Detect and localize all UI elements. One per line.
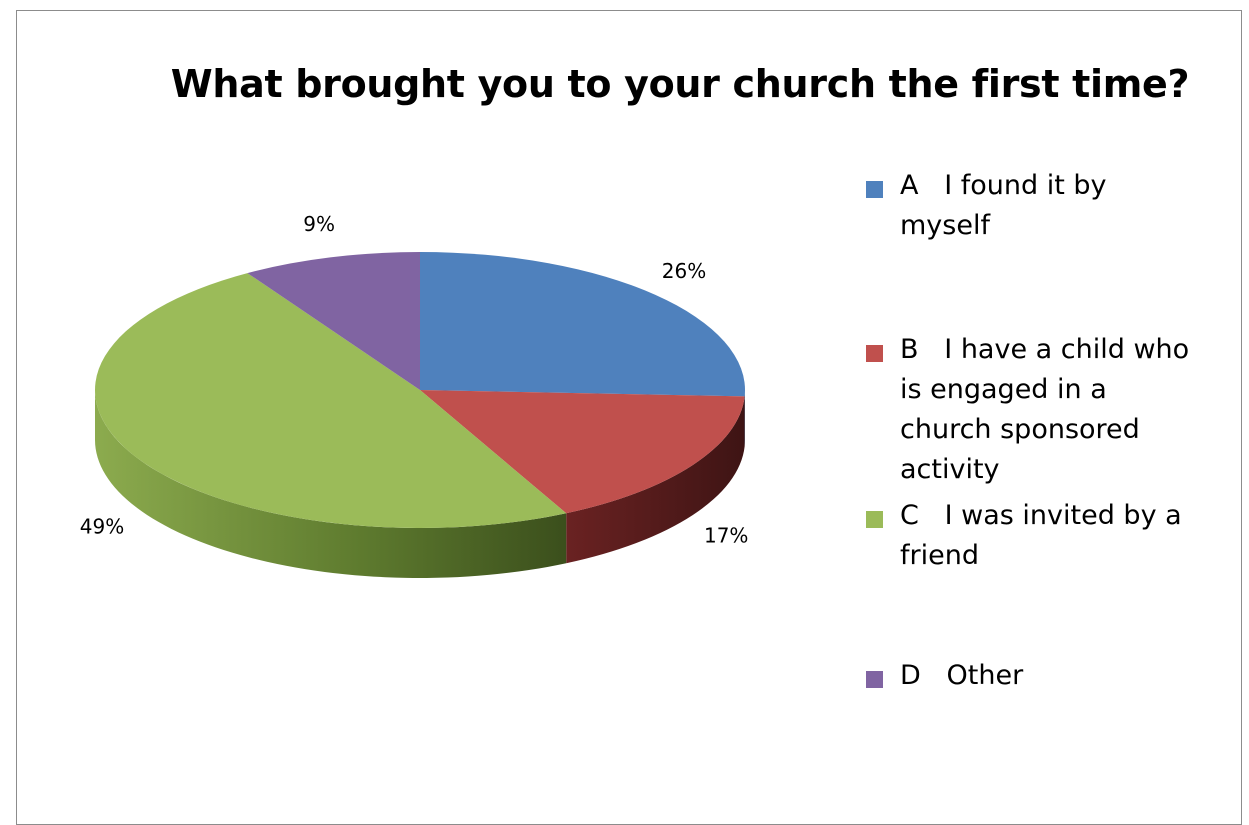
legend-swatch-d [866,671,883,688]
data-label-a: 26% [662,259,706,283]
pie-tops [95,252,745,528]
data-label-d: 9% [303,212,335,236]
legend-swatch-c [866,511,883,528]
legend-label-d: D Other [900,656,1200,696]
legend-label-a: A I found it by myself [900,166,1200,246]
legend-label-c: C I was invited by a friend [900,496,1200,576]
data-label-b: 17% [704,524,748,548]
legend-swatch-b [866,345,883,362]
data-label-c: 49% [80,514,124,538]
legend-swatch-a [866,181,883,198]
pie-chart: 26% 17% 49% 9% [0,0,860,816]
legend-label-b: B I have a child who is engaged in a chu… [900,330,1200,490]
